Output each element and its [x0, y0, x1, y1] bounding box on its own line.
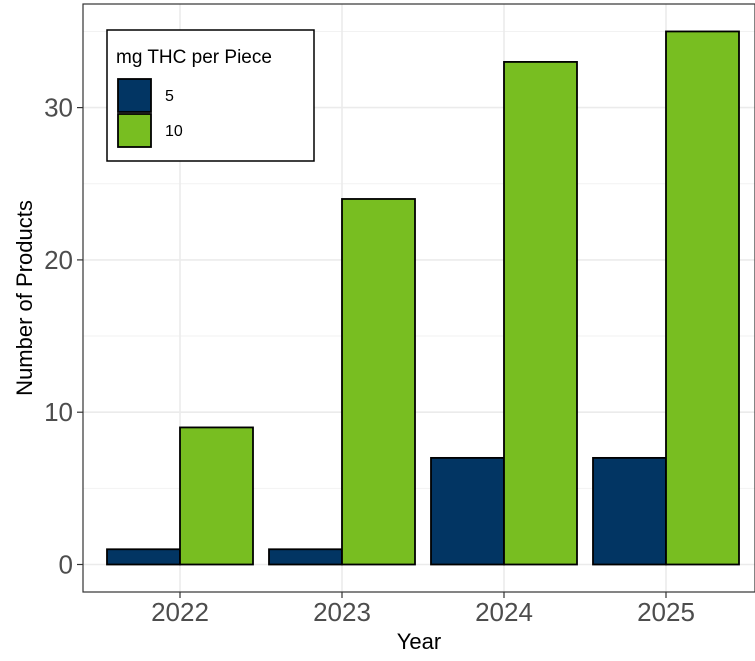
- y-tick-label: 30: [44, 93, 73, 123]
- bar-2024-series-5: [430, 456, 505, 566]
- legend-label: 10: [165, 123, 183, 140]
- panel-border: [82, 3, 755, 593]
- y-axis-title: Number of Products: [12, 200, 37, 396]
- bar-2025-series-10: [665, 30, 740, 566]
- x-tick-label: 2025: [637, 597, 695, 627]
- legend-key-5: [117, 78, 152, 113]
- bar-2022-series-10: [179, 426, 254, 566]
- y-tick-label: 20: [44, 245, 73, 275]
- x-tick-label: 2022: [151, 597, 209, 627]
- bar-2024-series-10: [503, 61, 578, 566]
- bar-2023-series-10: [341, 198, 416, 566]
- legend-title: mg THC per Piece: [116, 47, 272, 68]
- bar-2022-series-5: [106, 548, 181, 566]
- y-axis: 0 10 20 30: [44, 93, 83, 580]
- bar-2025-series-5: [592, 456, 667, 566]
- bars: [106, 30, 740, 566]
- x-axis-title: Year: [397, 629, 441, 654]
- bar-2023-series-5: [268, 548, 343, 566]
- legend: mg THC per Piece 5 10: [106, 29, 315, 162]
- y-tick-label: 0: [59, 550, 73, 580]
- legend-label: 5: [165, 88, 174, 105]
- x-tick-label: 2024: [475, 597, 533, 627]
- legend-key-10: [117, 113, 152, 148]
- y-tick-label: 10: [44, 397, 73, 427]
- x-axis: 2022 2023 2024 2025: [151, 592, 695, 627]
- x-tick-label: 2023: [313, 597, 371, 627]
- legend-items: 5 10: [117, 78, 183, 148]
